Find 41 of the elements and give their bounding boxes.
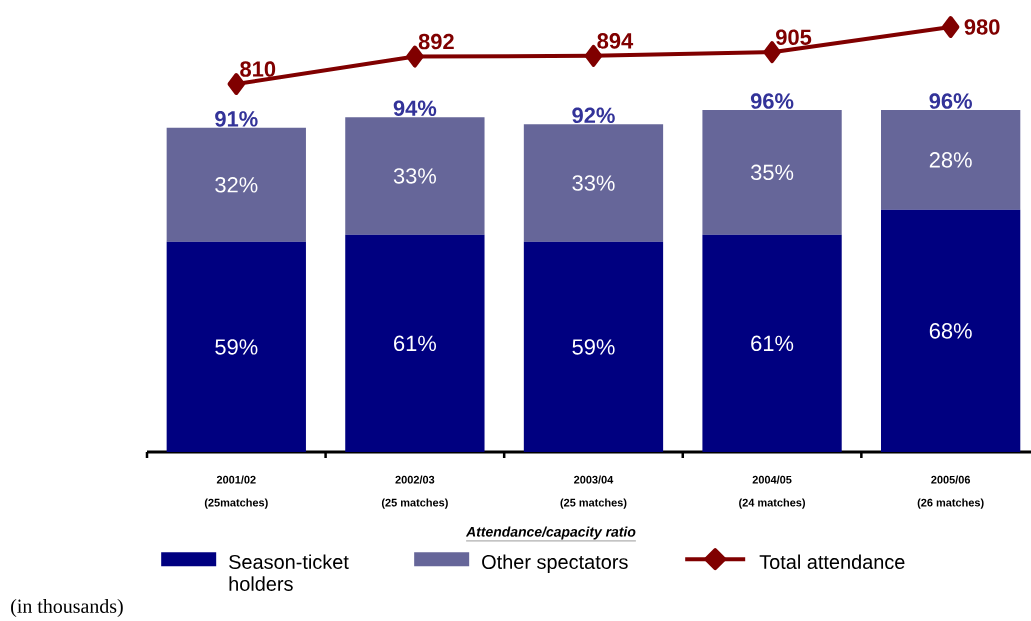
bar xyxy=(523,241,664,453)
legend-label: Season-ticket holders xyxy=(229,554,349,591)
bar xyxy=(881,110,1021,210)
data-label: 33% xyxy=(393,168,437,184)
data-label: 61% xyxy=(751,335,794,352)
total-label: 92% xyxy=(572,107,615,124)
data-label: 905 xyxy=(776,29,812,45)
data-label: 35% xyxy=(750,164,794,181)
data-label: 894 xyxy=(597,33,634,49)
data-label: 32% xyxy=(215,177,258,193)
bar xyxy=(166,241,306,453)
bar xyxy=(166,127,306,242)
data-label: 68% xyxy=(929,323,972,339)
data-label: 33% xyxy=(572,175,615,191)
category-label: 2003/04 (25 matches) xyxy=(560,475,627,509)
legend-label: Other spectators xyxy=(482,554,628,573)
bar xyxy=(702,110,842,235)
data-label: 892 xyxy=(418,33,454,50)
data-label: 59% xyxy=(572,339,615,355)
legend-label: Total attendance xyxy=(759,554,905,570)
total-label: 96% xyxy=(929,93,972,109)
data-label: 59% xyxy=(215,339,258,355)
category-label: 2004/05 (24 matches) xyxy=(739,475,805,509)
text: Attendance/capacity ratio xyxy=(465,526,636,540)
total-label: 96% xyxy=(750,93,794,109)
bar xyxy=(523,124,664,242)
category-label: 2005/06 (26 matches) xyxy=(917,475,984,509)
total-label: 94% xyxy=(393,100,437,116)
category-label: 2001/02 (25matches) xyxy=(204,475,268,509)
point xyxy=(941,16,960,39)
data-label: 980 xyxy=(964,19,1000,35)
data-label: 28% xyxy=(929,152,972,168)
total-label: 91% xyxy=(215,111,258,127)
category-label: 2002/03 (25 matches) xyxy=(381,475,448,509)
data-label: 810 xyxy=(240,61,276,77)
bar xyxy=(702,234,842,453)
data-label: 61% xyxy=(394,335,437,352)
bar xyxy=(881,209,1021,453)
text: (in thousands) xyxy=(11,598,123,618)
bar xyxy=(345,234,485,453)
bar xyxy=(345,117,485,235)
